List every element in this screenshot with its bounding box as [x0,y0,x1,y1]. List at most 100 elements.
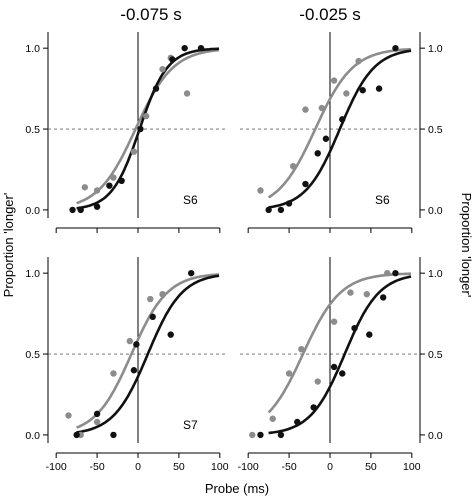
black-data-point [130,367,138,374]
subject-label: S7 [183,418,198,432]
black-data-point [277,206,285,214]
gray-data-point [130,148,138,155]
black-data-point [257,431,264,439]
x-tick-label: -100 [238,461,259,473]
y-axis-label-left: Proportion 'longer' [1,193,16,298]
gray-fit-curve [76,48,220,205]
y-tick-label: 1.0 [428,268,443,280]
y-tick-label: 1.0 [25,268,40,280]
black-data-point [392,269,399,277]
y-tick-label: 0.5 [25,124,40,136]
gray-data-point [318,104,326,112]
gray-data-point [257,187,264,194]
gray-data-point [110,370,117,377]
gray-data-point [183,90,191,97]
black-data-point [379,294,387,301]
black-data-point [77,206,84,214]
black-data-point [152,85,160,92]
black-fit-curve [268,275,412,435]
gray-data-point [159,66,166,73]
gray-data-point [314,378,321,385]
gray-data-point [65,412,72,419]
black-data-point [110,431,117,439]
gray-data-point [81,184,89,191]
gray-data-point [142,112,150,120]
black-data-point [167,331,174,338]
gray-data-point [343,90,350,97]
x-tick-label: 50 [173,461,185,473]
black-data-point [294,418,301,426]
panel-top-right: 0.0 0.5 1.0 S6 [240,32,443,233]
x-tick-label: -100 [46,461,67,473]
black-data-point [169,56,176,63]
gray-data-point [93,418,101,426]
black-data-point [375,85,383,92]
x-tick-label: 0 [327,461,333,473]
gray-data-point [93,187,101,194]
gray-data-point [289,163,297,170]
black-data-point [314,150,321,157]
black-data-point [93,410,101,418]
panel-bottom-right: 0.0 0.5 1.0 -100 -50 0 50 100 [238,257,443,473]
black-data-point [149,313,156,321]
black-data-point [277,431,285,439]
gray-data-point [347,289,354,296]
black-fit-curve [76,47,220,210]
gray-data-point [147,295,154,303]
y-tick-label: 0.0 [25,430,40,442]
y-tick-label: 0.5 [428,124,443,136]
x-axis-label: Probe (ms) [205,481,269,496]
gray-data-point [249,431,256,439]
black-data-point [351,324,358,332]
y-axis-label-right: Proportion 'longer' [459,193,474,298]
black-fit-curve [76,274,220,434]
panel-top-left: 0.0 0.5 1.0 S6 [25,32,228,233]
black-data-point [339,370,346,377]
y-tick-label: 0.5 [428,349,443,361]
x-tick-label: 0 [135,461,141,473]
subject-label: S6 [375,193,390,207]
black-data-point [339,116,346,123]
black-data-point [330,363,338,371]
black-data-point [118,177,125,184]
black-data-point [133,341,140,348]
y-tick-label: 0.0 [25,205,40,217]
gray-data-point [285,370,293,377]
black-data-point [106,182,113,189]
gray-data-point [330,77,338,84]
gray-data-point [363,291,371,298]
black-data-point [322,135,330,142]
gray-data-point [269,415,276,422]
subject-label: S6 [183,193,198,207]
black-data-point [187,269,195,277]
gray-data-point [126,337,134,345]
gray-data-point [110,174,117,181]
black-data-point [366,331,373,338]
gray-data-point [159,291,166,298]
black-fit-curve [268,49,412,209]
black-data-point [181,44,188,52]
black-data-point [73,431,80,439]
gray-data-point [384,269,391,277]
gray-fit-curve [267,272,411,414]
gray-data-point [298,345,305,353]
column-title-left: -0.075 s [120,5,181,24]
gray-fit-curve [76,273,220,429]
black-data-point [392,44,399,52]
black-data-point [302,180,309,188]
x-tick-label: 100 [403,461,421,473]
y-tick-label: 0.0 [428,430,443,442]
column-title-right: -0.025 s [299,5,360,24]
black-data-point [310,404,317,411]
y-tick-label: 0.5 [25,349,40,361]
black-data-point [137,125,144,133]
black-data-point [359,87,366,94]
y-tick-label: 1.0 [428,43,443,55]
x-tick-label: 50 [365,461,377,473]
gray-data-point [355,57,362,65]
x-tick-label: 100 [211,461,229,473]
panel-bottom-left: 0.0 0.5 1.0 -100 -50 0 50 100 S7 [25,257,229,473]
gray-fit-curve [267,47,412,199]
black-data-point [265,206,272,214]
